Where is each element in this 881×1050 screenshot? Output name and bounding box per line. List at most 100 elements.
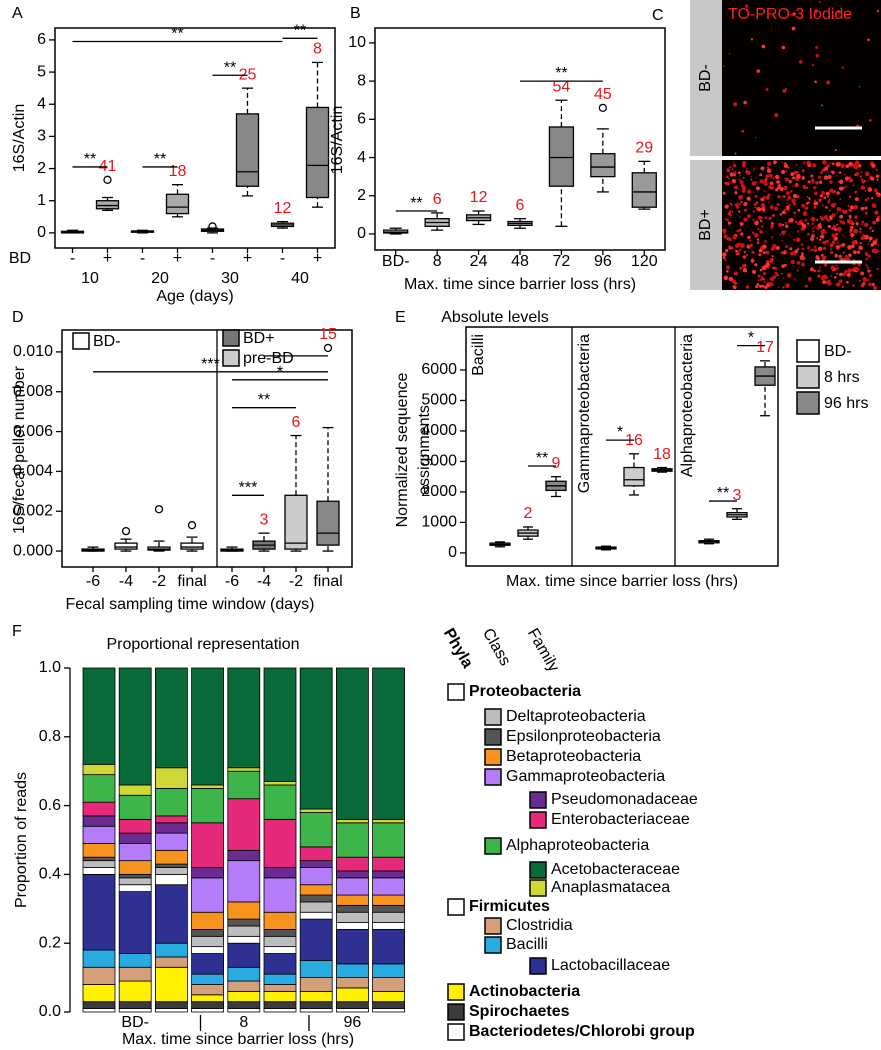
bar-segment (82, 949, 116, 968)
legend-label: Alphaproteobacteria (506, 837, 649, 854)
y-tick-label: 2000 (421, 483, 457, 500)
fluorescence-dot (743, 161, 745, 164)
fluorescence-dot (731, 210, 734, 213)
panel-letter: D (12, 309, 24, 326)
significance-label: ** (410, 195, 422, 212)
fluorescence-dot (800, 243, 804, 246)
fluorescence-dot (876, 178, 879, 181)
fluorescence-dot (857, 250, 860, 254)
fluorescence-dot (827, 224, 831, 229)
fluorescence-dot (870, 176, 875, 181)
fluorescence-dot (734, 152, 737, 155)
y-tick-label: 4000 (421, 422, 457, 439)
fluorescence-dot (785, 192, 787, 195)
fluorescence-dot (761, 206, 766, 212)
fluorescence-dot (849, 180, 852, 183)
fluorescence-dot (812, 230, 815, 233)
fluorescence-dot (786, 198, 789, 201)
fluorescence-dot (733, 171, 737, 175)
x-tick-label: 48 (511, 253, 529, 270)
fluorescence-dot (825, 239, 829, 244)
y-tick-label: 3000 (421, 453, 457, 470)
fluorescence-dot (777, 195, 781, 199)
legend-swatch (447, 683, 465, 701)
fluorescence-dot (806, 222, 810, 225)
fluorescence-dot (810, 174, 814, 178)
fluorescence-dot (874, 249, 878, 253)
fluorescence-dot (832, 225, 837, 229)
fluorescence-dot (831, 233, 836, 238)
fluorescence-dot (839, 198, 842, 200)
bar-segment (154, 1008, 188, 1013)
fluorescence-dot (757, 215, 763, 220)
fluorescence-dot (820, 171, 823, 175)
legend-label: Acetobacteraceae (551, 861, 680, 878)
fluorescence-dot (833, 236, 838, 241)
fluorescence-dot (722, 256, 726, 259)
fluorescence-dot (765, 174, 769, 179)
bar-segment (191, 784, 225, 789)
fluorescence-dot (756, 283, 760, 286)
bar-segment (118, 860, 152, 875)
y-tick-label: 0.0 (39, 1003, 61, 1020)
fluorescence-dot (764, 285, 768, 290)
fluorescence-dot (762, 271, 767, 276)
fluorescence-dot (746, 196, 751, 201)
x-tick-label: 96 (594, 253, 612, 270)
bar-segment (263, 784, 297, 820)
bar-segment (118, 891, 152, 954)
bar-segment (335, 963, 369, 979)
fluorescence-dot (781, 45, 786, 50)
x-tick-label: - (210, 250, 215, 267)
fluorescence-dot (869, 227, 872, 230)
fluorescence-dot (750, 178, 753, 181)
fluorescence-dot (792, 238, 796, 242)
fluorescence-dot (763, 280, 766, 283)
fluorescence-dot (768, 201, 771, 204)
bar-segment (191, 867, 225, 879)
fluorescence-dot (789, 251, 794, 256)
subpanel-label: Bacilli (470, 334, 487, 376)
bar-segment (154, 767, 188, 789)
fluorescence-dot (849, 225, 854, 230)
fluorescence-dot (814, 201, 819, 206)
fluorescence-dot (872, 240, 878, 245)
fluorescence-dot (812, 227, 814, 230)
fluorescence-dot (725, 269, 729, 273)
x-tick-label: + (103, 250, 112, 267)
fluorescence-dot (762, 183, 765, 185)
x-axis-label: Max. time since barrier loss (hrs) (122, 1031, 354, 1048)
fluorescence-dot (862, 207, 865, 210)
x-tick-label: + (243, 250, 252, 267)
fluorescence-dot (771, 244, 777, 249)
fluorescence-dot (723, 234, 728, 239)
bar-segment (154, 942, 188, 958)
fluorescence-dot (835, 232, 838, 236)
fluorescence-dot (808, 198, 811, 201)
fluorescence-dot (738, 178, 741, 181)
legend-label: Deltaproteobacteria (506, 708, 646, 725)
y-tick-label: 0 (357, 225, 366, 242)
bar-segment (263, 973, 297, 985)
fluorescence-dot (847, 245, 852, 250)
fluorescence-dot (739, 216, 741, 218)
fluorescence-dot (771, 236, 774, 239)
fluorescence-dot (842, 272, 847, 276)
sample-size: 18 (653, 446, 671, 463)
fluorescence-dot (749, 243, 753, 248)
fluorescence-dot (829, 210, 831, 212)
bar-segment (299, 1001, 333, 1009)
fluorescence-dot (754, 136, 757, 139)
legend-swatch (796, 365, 820, 389)
fluorescence-dot (777, 184, 782, 188)
group-label: 20 (151, 270, 169, 287)
bar-segment (227, 980, 261, 992)
fluorescence-dot (727, 221, 732, 225)
bar-segment (118, 1001, 152, 1009)
fluorescence-dot (876, 267, 879, 271)
fluorescence-dot (841, 285, 845, 289)
y-tick-label: 8 (357, 72, 366, 89)
sample-size: 3 (733, 487, 742, 504)
fluorescence-dot (776, 180, 780, 184)
stain-label: TO-PRO-3 Iodide (728, 6, 852, 23)
